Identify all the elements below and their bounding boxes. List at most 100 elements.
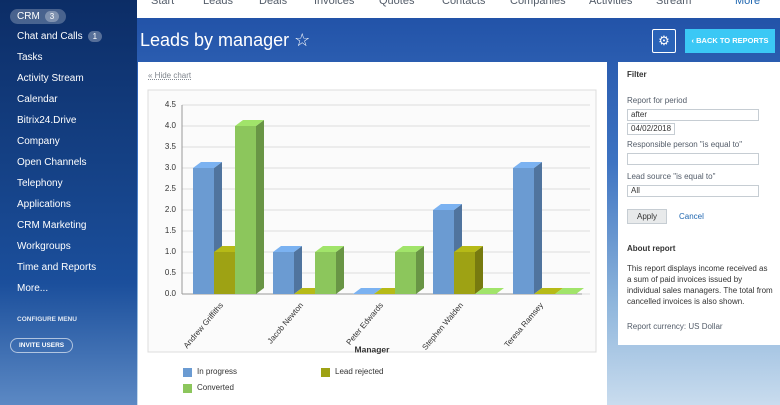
bar-side [475, 246, 483, 294]
filter-panel: Filter Report for period after 04/02/201… [618, 62, 780, 345]
bar [235, 120, 264, 294]
bar-front [433, 210, 454, 294]
chart: Manager 0.00.51.01.52.02.53.03.54.04.5An… [147, 89, 597, 393]
responsible-input[interactable] [627, 153, 759, 165]
configure-menu[interactable]: CONFIGURE MENU [17, 316, 77, 323]
legend-swatch [183, 384, 192, 393]
settings-button[interactable]: ⚙ [652, 29, 676, 53]
field-label: Responsible person "is equal to" [627, 140, 743, 149]
y-tick-label: 2.0 [165, 205, 177, 214]
invite-users[interactable]: INVITE USERS [10, 338, 74, 353]
bar [273, 246, 302, 294]
sidebar-item[interactable]: Activity Stream [17, 73, 84, 84]
y-tick-label: 4.5 [165, 100, 177, 109]
y-tick-label: 1.0 [165, 247, 177, 256]
sidebar-item[interactable]: Company [17, 136, 60, 147]
bar-top [475, 288, 504, 294]
x-axis-title: Manager [355, 344, 391, 354]
legend-label: Lead rejected [335, 367, 383, 376]
sidebar-item[interactable]: Time and Reports [17, 262, 97, 273]
y-tick-label: 0.5 [165, 268, 177, 277]
bar-front [273, 252, 294, 294]
sidebar-item[interactable]: Workgroups [17, 241, 71, 252]
y-tick-label: 3.0 [165, 163, 177, 172]
apply-button[interactable]: Apply [627, 209, 667, 224]
tab[interactable]: Stream [656, 0, 692, 7]
bar-top [353, 288, 382, 294]
legend-swatch [321, 368, 330, 377]
back-button[interactable]: ‹ BACK TO REPORTS [685, 29, 775, 53]
bar [353, 288, 382, 294]
top-tabs: Start Leads Deals Invoices Quotes Contacts Com… [137, 0, 780, 18]
label: CRM [17, 11, 40, 22]
page-title: Leads by manager ☆ [140, 30, 311, 50]
about-title: About report [627, 244, 676, 253]
bar-top [534, 288, 563, 294]
tab[interactable]: Companies [510, 0, 566, 7]
sidebar-item[interactable]: Telephony [17, 178, 63, 189]
legend-label: In progress [197, 367, 237, 376]
about-text: This report displays income received as … [627, 264, 773, 306]
bar [475, 288, 504, 294]
legend-label: Converted [197, 383, 234, 392]
bar-side [294, 246, 302, 294]
bar-top [395, 246, 424, 252]
sidebar-item[interactable]: CRM Marketing [17, 220, 87, 231]
bar-side [336, 246, 344, 294]
source-select[interactable]: All [627, 185, 759, 197]
field-label: Lead source "is equal to" [627, 172, 716, 181]
y-tick-label: 2.5 [165, 184, 177, 193]
y-tick-label: 4.0 [165, 121, 177, 130]
bar-front [315, 252, 336, 294]
back-text: BACK TO REPORTS [696, 36, 769, 45]
tab[interactable]: Deals [259, 0, 288, 7]
hide-chart[interactable]: « Hide chart [148, 71, 192, 80]
cancel-link[interactable]: Cancel [679, 212, 704, 221]
sidebar-item[interactable]: Open Channels [17, 157, 87, 168]
period-select[interactable]: after [627, 109, 759, 121]
legend-swatch [183, 368, 192, 377]
sidebar-item[interactable]: Applications [17, 199, 71, 210]
sidebar-item[interactable]: Chat and Calls 1 [17, 31, 103, 42]
sidebar-item[interactable]: Bitrix24.Drive [17, 115, 77, 126]
bar-front [235, 126, 256, 294]
tab[interactable]: More [735, 0, 761, 7]
bar-front [193, 168, 214, 294]
bar-side [416, 246, 424, 294]
bar [555, 288, 584, 294]
badge: 1 [87, 31, 103, 42]
bar-front [454, 252, 475, 294]
y-tick-label: 0.0 [165, 289, 177, 298]
bar-top [273, 246, 302, 252]
report-panel: « Hide chart Manager 0.0 0.5 1.0 1.5 2.0 2.5 3… [138, 62, 607, 405]
bar [454, 246, 483, 294]
label: Chat and Calls [17, 31, 83, 42]
bar-top [315, 246, 344, 252]
bar-top [235, 120, 264, 126]
field-label: Report for period [627, 96, 688, 105]
tab[interactable]: Activities [589, 0, 633, 7]
tab[interactable]: Leads [203, 0, 233, 7]
tab[interactable]: Invoices [314, 0, 355, 7]
y-tick-label: 3.5 [165, 142, 177, 151]
date-input[interactable]: 04/02/2018 [627, 123, 675, 135]
tab[interactable]: Quotes [379, 0, 415, 7]
bar [315, 246, 344, 294]
bar-front [214, 252, 235, 294]
badge: 3 [44, 11, 60, 22]
bar-front [513, 168, 534, 294]
tab[interactable]: Start [151, 0, 175, 7]
sidebar-item[interactable]: Tasks [17, 52, 43, 63]
sidebar-item[interactable]: Calendar [17, 94, 58, 105]
bar-front [395, 252, 416, 294]
bar [534, 288, 563, 294]
tab[interactable]: Contacts [442, 0, 486, 7]
currency: Report currency: US Dollar [627, 322, 723, 331]
bar-top [555, 288, 584, 294]
bar-top [454, 246, 483, 252]
sidebar-item[interactable]: CRM 3 [10, 9, 67, 24]
bar-top [433, 204, 462, 210]
y-tick-label: 1.5 [165, 226, 177, 235]
sidebar-item[interactable]: More... [17, 283, 49, 294]
